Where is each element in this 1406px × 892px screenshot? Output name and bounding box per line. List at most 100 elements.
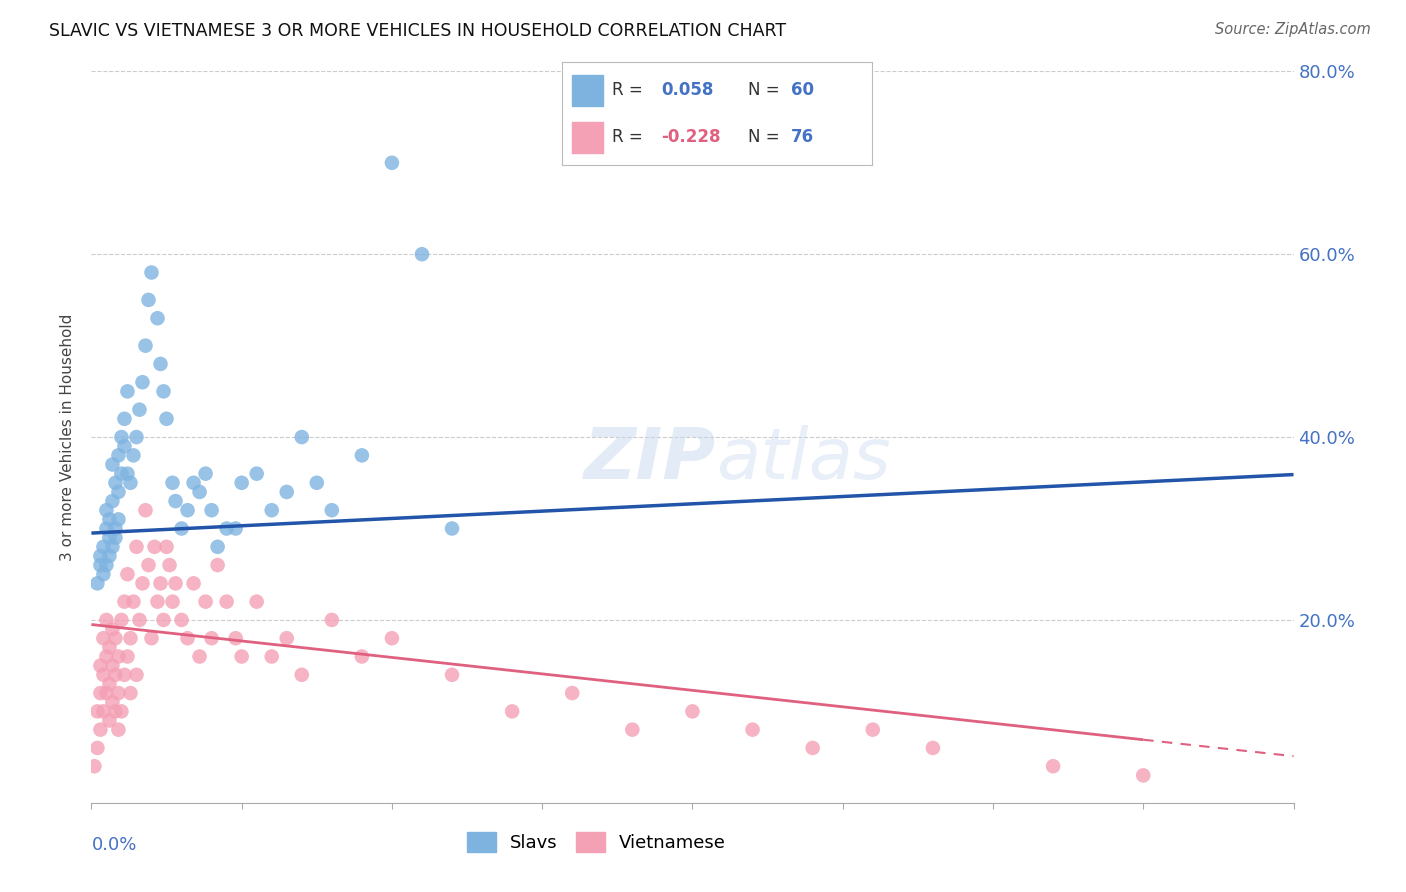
Point [183,475,205,490]
Point [110,430,132,444]
Point [89,723,111,737]
Point [101,540,124,554]
Point [101,695,124,709]
Point [110,613,132,627]
Point [125,430,148,444]
Point [215,594,238,608]
Point [350,449,373,463]
Point [321,613,343,627]
Point [176,632,198,646]
Point [89,549,111,563]
Point [149,576,172,591]
Text: atlas: atlas [717,425,891,493]
Point [120,632,142,646]
Point [107,449,129,463]
Point [117,384,139,399]
Point [165,494,187,508]
Point [381,632,404,646]
Point [149,357,172,371]
Point [141,266,163,280]
Point [98,549,121,563]
Point [170,521,193,535]
Point [165,576,187,591]
Point [321,503,343,517]
Point [104,531,127,545]
Point [159,558,181,573]
Bar [572,75,603,105]
Point [155,540,177,554]
Point [93,705,115,719]
Point [93,567,115,582]
Point [110,467,132,481]
Point [138,293,160,307]
Point [114,667,136,681]
Point [440,521,463,535]
Point [1042,759,1064,773]
Point [201,503,224,517]
Point [561,686,583,700]
Bar [572,122,603,153]
Point [107,649,129,664]
Point [231,649,253,664]
Point [411,247,433,261]
Point [162,594,184,608]
Point [110,705,132,719]
Point [96,686,118,700]
Point [225,632,247,646]
Point [89,658,111,673]
Point [231,475,253,490]
Point [128,613,150,627]
Point [141,632,163,646]
Text: -0.228: -0.228 [661,128,721,146]
Point [215,521,238,535]
Point [89,686,111,700]
Point [86,740,108,755]
Text: N =: N = [748,128,779,146]
Point [291,430,314,444]
Point [93,667,115,681]
Text: 0.0%: 0.0% [91,836,136,854]
Point [922,740,945,755]
Point [1132,768,1154,782]
Point [305,475,328,490]
Text: R =: R = [612,128,643,146]
Point [131,576,153,591]
Point [117,649,139,664]
Point [162,475,184,490]
Point [440,667,463,681]
Point [98,677,121,691]
Y-axis label: 3 or more Vehicles in Household: 3 or more Vehicles in Household [60,313,76,561]
Point [741,723,763,737]
Point [260,649,283,664]
Legend: Slavs, Vietnamese: Slavs, Vietnamese [460,824,733,860]
Point [98,640,121,655]
Point [98,512,121,526]
Point [122,449,145,463]
Text: 76: 76 [792,128,814,146]
Point [114,594,136,608]
Point [188,485,211,500]
Point [681,705,703,719]
Point [131,376,153,390]
Text: R =: R = [612,81,643,99]
Point [96,503,118,517]
Point [107,512,129,526]
Point [93,632,115,646]
Point [146,594,169,608]
Point [93,540,115,554]
Point [101,622,124,636]
Point [381,156,404,170]
Point [201,632,224,646]
Point [117,567,139,582]
Point [96,613,118,627]
Point [120,686,142,700]
Point [143,540,166,554]
Point [801,740,824,755]
Point [125,540,148,554]
Point [101,658,124,673]
Point [246,594,269,608]
Text: 60: 60 [792,81,814,99]
Point [114,439,136,453]
Point [104,521,127,535]
Point [107,485,129,500]
